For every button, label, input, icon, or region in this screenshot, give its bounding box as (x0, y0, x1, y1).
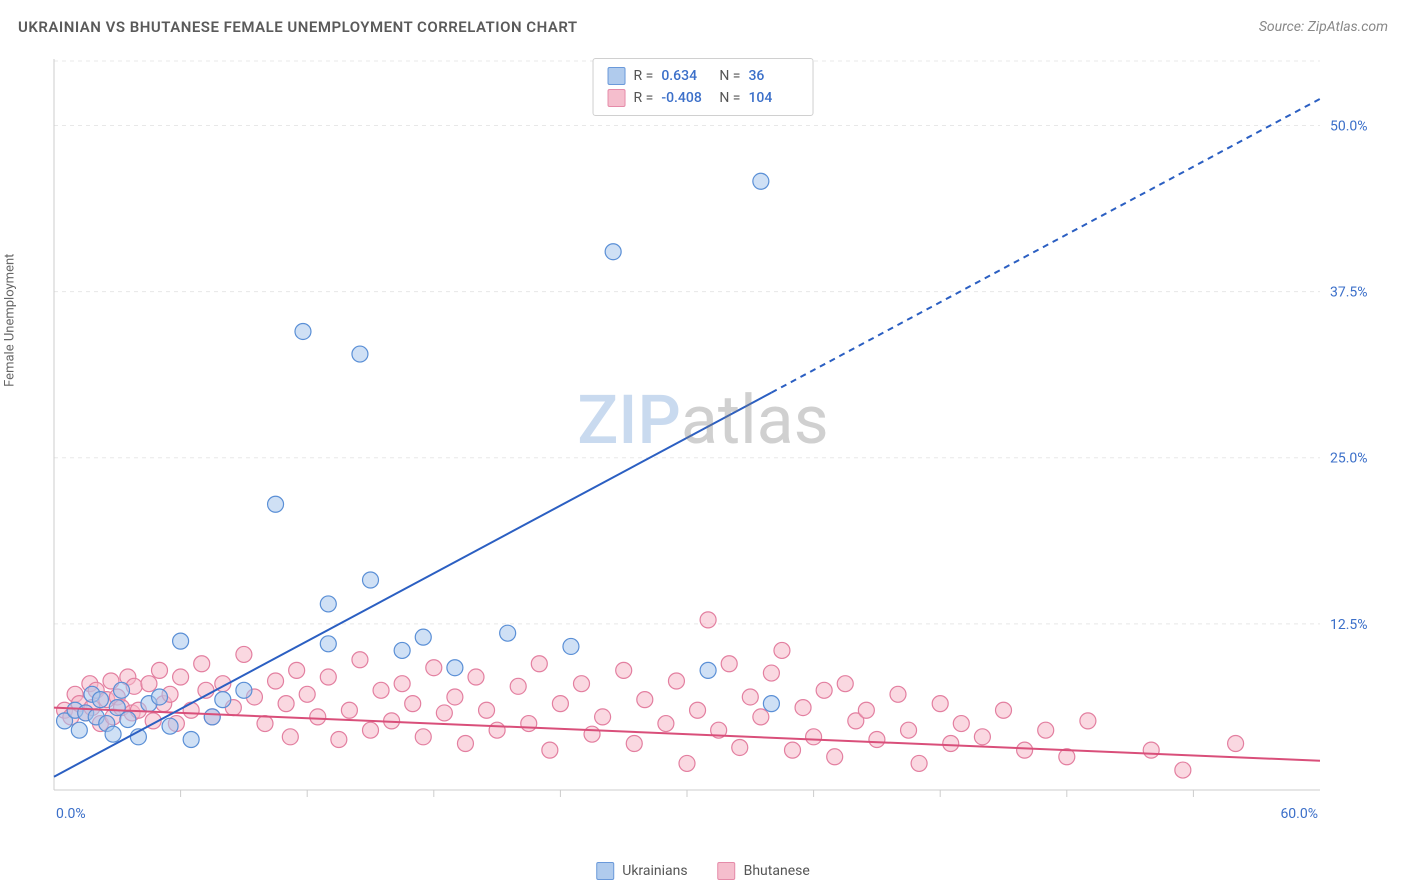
legend-row-ukrainians: R = 0.634 N = 36 (608, 65, 799, 87)
correlation-legend: R = 0.634 N = 36 R = -0.408 N = 104 (593, 58, 814, 116)
series-swatch-ukrainians (596, 862, 614, 880)
series-label-bhutanese: Bhutanese (744, 863, 810, 879)
legend-swatch-bhutanese (608, 89, 626, 107)
chart-plot-area: 12.5% 25.0% 37.5% 50.0% 0.0% 60.0% (50, 55, 1380, 835)
legend-n-label: N = (719, 87, 740, 109)
legend-swatch-ukrainians (608, 67, 626, 85)
series-legend-bhutanese: Bhutanese (718, 862, 810, 880)
series-legend-ukrainians: Ukrainians (596, 862, 687, 880)
svg-text:0.0%: 0.0% (56, 806, 86, 822)
svg-text:25.0%: 25.0% (1330, 451, 1368, 467)
legend-r-label: R = (634, 87, 654, 109)
legend-r-label: R = (634, 65, 654, 87)
legend-r-value-bhutanese: -0.408 (661, 87, 711, 109)
chart-title: UKRAINIAN VS BHUTANESE FEMALE UNEMPLOYME… (18, 18, 578, 36)
series-swatch-bhutanese (718, 862, 736, 880)
series-label-ukrainians: Ukrainians (622, 863, 687, 879)
series-legend: Ukrainians Bhutanese (596, 862, 810, 880)
legend-row-bhutanese: R = -0.408 N = 104 (608, 87, 799, 109)
svg-text:50.0%: 50.0% (1330, 118, 1368, 134)
legend-n-value-bhutanese: 104 (748, 87, 798, 109)
chart-header: UKRAINIAN VS BHUTANESE FEMALE UNEMPLOYME… (18, 18, 1388, 36)
chart-svg: 12.5% 25.0% 37.5% 50.0% 0.0% 60.0% (50, 55, 1380, 835)
legend-n-value-ukrainians: 36 (748, 65, 798, 87)
svg-text:60.0%: 60.0% (1280, 806, 1318, 822)
svg-text:37.5%: 37.5% (1330, 285, 1368, 301)
chart-source: Source: ZipAtlas.com (1259, 19, 1388, 35)
y-axis-label: Female Unemployment (3, 254, 18, 387)
legend-n-label: N = (719, 65, 740, 87)
svg-text:12.5%: 12.5% (1330, 617, 1368, 633)
legend-r-value-ukrainians: 0.634 (661, 65, 711, 87)
